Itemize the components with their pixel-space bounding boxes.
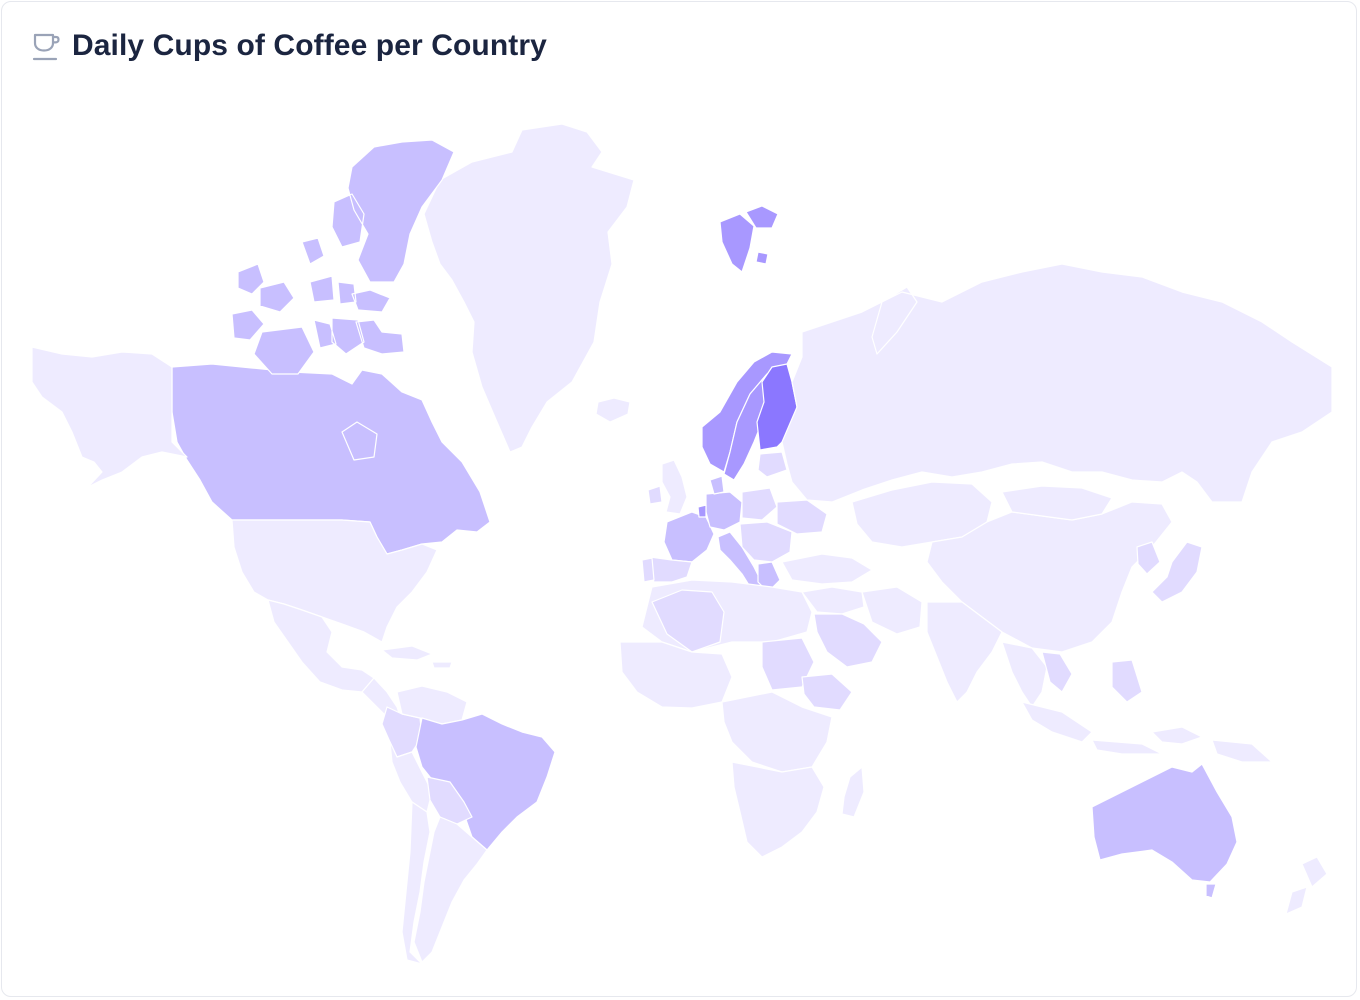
region-new-zealand[interactable] <box>1285 856 1328 915</box>
region-peru[interactable] <box>389 741 433 813</box>
region-saudi-arabia[interactable] <box>813 613 883 668</box>
card-header: Daily Cups of Coffee per Country <box>32 26 547 66</box>
region-turkey[interactable] <box>781 553 873 585</box>
region-iran[interactable] <box>861 586 923 635</box>
region-algeria[interactable] <box>651 589 725 653</box>
region-korea[interactable] <box>1136 541 1161 575</box>
region-portugal[interactable] <box>641 557 655 583</box>
region-caribbean[interactable] <box>381 645 453 669</box>
region-canadian-arctic-islands[interactable] <box>231 139 455 375</box>
region-svalbard[interactable] <box>719 205 779 273</box>
region-vietnam[interactable] <box>1041 651 1073 693</box>
region-argentina[interactable] <box>413 816 488 963</box>
region-netherlands[interactable] <box>697 504 707 518</box>
region-japan[interactable] <box>1151 541 1203 603</box>
region-madagascar[interactable] <box>841 766 865 818</box>
map-regions <box>31 123 1333 965</box>
region-iceland[interactable] <box>595 397 631 423</box>
region-ethiopia[interactable] <box>801 673 853 711</box>
region-southeast-asia[interactable] <box>1001 641 1048 708</box>
region-alaska[interactable] <box>31 346 188 488</box>
region-france[interactable] <box>663 511 715 563</box>
region-germany[interactable] <box>705 491 743 531</box>
region-chile[interactable] <box>401 801 431 965</box>
region-indonesia[interactable] <box>1021 701 1273 763</box>
region-sudan[interactable] <box>761 637 815 691</box>
coffee-cup-icon <box>32 29 60 63</box>
widget-title: Daily Cups of Coffee per Country <box>72 29 547 62</box>
world-map-svg <box>31 123 1333 965</box>
region-west-africa[interactable] <box>619 641 733 709</box>
region-greenland[interactable] <box>423 123 635 453</box>
region-australia[interactable] <box>1091 763 1238 899</box>
region-philippines[interactable] <box>1111 659 1143 703</box>
region-southern-africa[interactable] <box>731 761 825 858</box>
region-ireland[interactable] <box>647 485 663 505</box>
region-balkans[interactable] <box>739 521 793 563</box>
region-mexico[interactable] <box>267 599 375 693</box>
region-greece[interactable] <box>757 561 781 593</box>
region-denmark[interactable] <box>709 475 725 495</box>
region-united-kingdom[interactable] <box>661 459 688 515</box>
region-baltics[interactable] <box>757 451 788 478</box>
region-india[interactable] <box>926 601 1003 703</box>
region-bolivia[interactable] <box>426 776 473 825</box>
region-united-states[interactable] <box>231 519 438 643</box>
region-canada[interactable] <box>171 363 491 555</box>
region-poland[interactable] <box>741 487 778 521</box>
region-spain[interactable] <box>647 556 693 583</box>
world-map <box>2 82 1356 992</box>
region-russia[interactable] <box>781 263 1333 503</box>
region-mongolia[interactable] <box>1001 485 1113 521</box>
region-middle-east[interactable] <box>801 586 865 615</box>
